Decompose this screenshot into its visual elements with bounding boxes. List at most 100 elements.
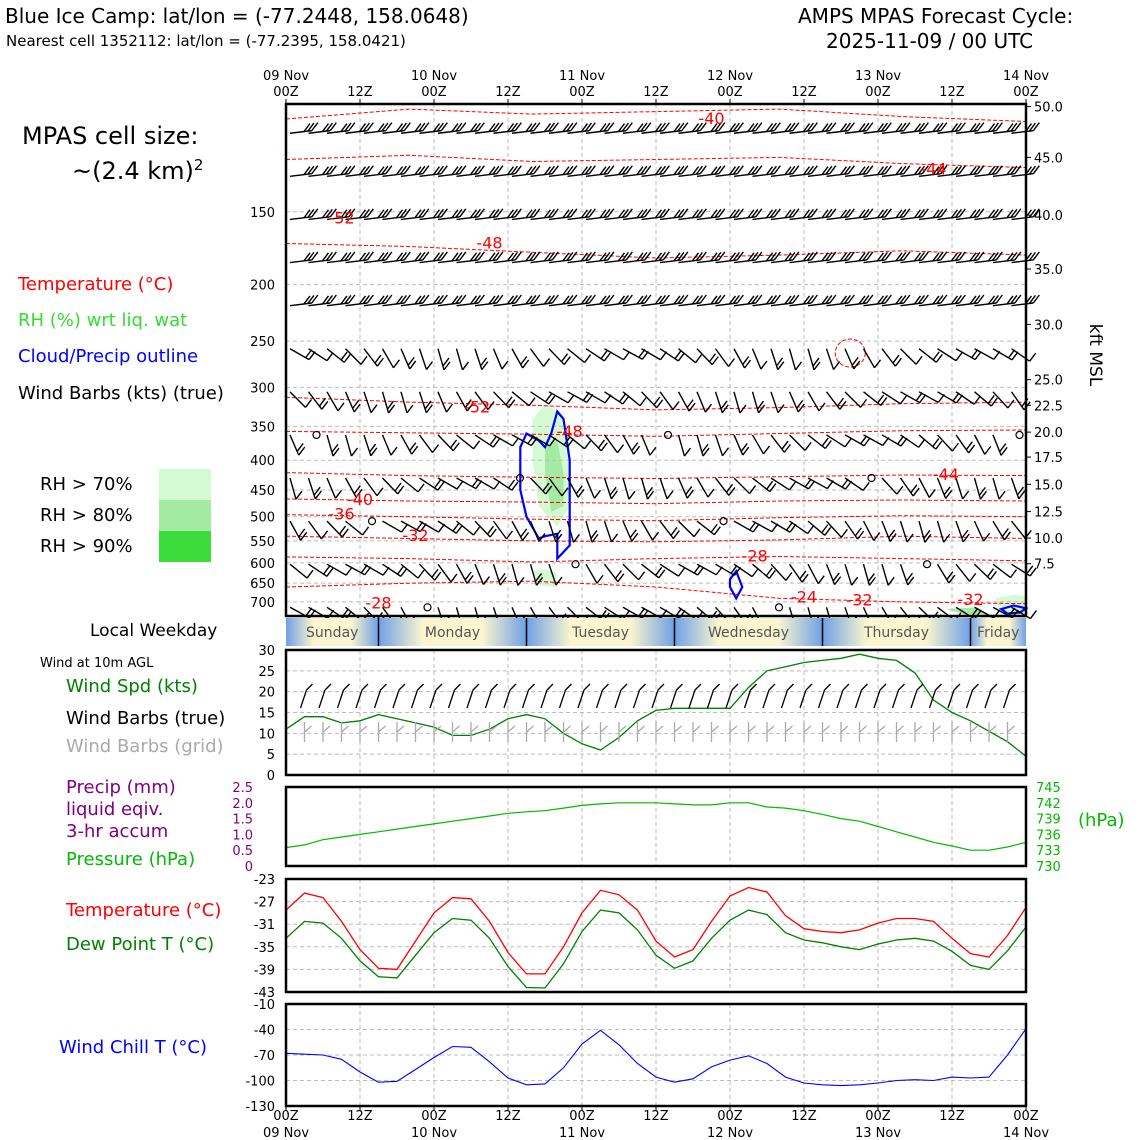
wind-barb-flag <box>455 165 463 175</box>
wind-barb-flag <box>987 123 996 132</box>
weekday-label: Friday <box>977 625 1019 641</box>
wind-barb-flag <box>714 122 722 132</box>
wind-barb-flag <box>636 123 644 132</box>
wind-barb-flag <box>548 395 556 405</box>
date-label-top: 13 Nov <box>855 69 901 84</box>
wind-barb-flag <box>506 295 515 305</box>
calm-wind-marker <box>663 430 673 440</box>
wind-barb-flag <box>868 576 876 586</box>
wind-barb-flag <box>710 252 718 262</box>
wind-barb-flag <box>313 486 321 496</box>
wind-barb <box>603 563 619 583</box>
wind-barb-flag <box>440 294 448 304</box>
wind-barb <box>400 391 408 414</box>
height-axis-label: kft MSL <box>1085 324 1105 387</box>
wind-barb-flag <box>834 576 842 586</box>
wind-barb <box>881 348 896 367</box>
wind-barb-flag <box>489 436 497 446</box>
wind-barb <box>992 520 1005 541</box>
wind-barb-flag <box>732 165 740 175</box>
pressure-tick-label: 200 <box>250 279 275 294</box>
wind-barb-flag <box>617 123 626 132</box>
wind-barb-flag <box>649 446 657 456</box>
surface-barb-true-flag <box>657 683 665 691</box>
surface-barb-grid-flag <box>674 725 682 733</box>
wind-barb-flag <box>461 361 470 371</box>
wind-barb-flag <box>710 295 718 305</box>
wind-barb <box>826 434 846 448</box>
wind-barb-flag <box>915 355 923 365</box>
surface-barb-grid-flag <box>304 725 312 733</box>
surface-barb-true-flag <box>435 683 443 691</box>
wind-barb-flag <box>385 208 393 218</box>
weekday-band <box>286 618 379 646</box>
wind-barb <box>529 348 545 367</box>
wind-barb-flag <box>653 396 661 406</box>
wind-barb-flag <box>662 294 670 304</box>
wind-barb-flag <box>381 295 389 304</box>
wind-barb <box>918 520 926 543</box>
wind-barb-flag <box>695 208 703 218</box>
wind-barb-flag <box>895 166 903 176</box>
wind-barb-flag <box>329 251 337 261</box>
wind-barb-flag <box>677 567 686 577</box>
wind-barb-flag <box>973 395 981 405</box>
wind-barb <box>807 477 828 490</box>
wind-barb-flag <box>658 165 666 175</box>
wind-barb-flag <box>584 208 592 218</box>
wind-barb-flag <box>769 483 777 493</box>
surface-barb-grid-flag <box>581 725 590 733</box>
wind-barb <box>677 391 690 412</box>
wind-barb-flag <box>747 252 755 262</box>
rh-swatch-0 <box>159 469 211 500</box>
wind-barb-flag <box>414 252 422 262</box>
wind-barb-flag <box>334 489 343 499</box>
wind-barb-flag <box>580 123 589 132</box>
wind-barb-flag <box>326 567 334 577</box>
weekday-label: Sunday <box>306 625 358 641</box>
wind-barb-flag <box>325 251 333 261</box>
wind-barb <box>696 391 707 413</box>
surface-barb-true-flag <box>602 683 609 691</box>
wind-barb-flag <box>451 209 459 219</box>
wind-barb-flag <box>547 208 555 218</box>
wind-barb-flag <box>821 166 829 176</box>
wind-barb-flag <box>973 122 981 132</box>
cloud-outline <box>519 409 571 562</box>
wind-barb-flag <box>788 165 796 175</box>
wind-barb-flag <box>340 209 348 219</box>
wind-barb <box>455 348 464 371</box>
wind-barb-flag <box>640 208 648 218</box>
wind-barb-flag <box>449 439 458 449</box>
wind-barb-flag <box>940 251 948 261</box>
wind-barb-flag <box>477 122 485 132</box>
wind-barb-flag <box>858 166 866 176</box>
surface-barb-true-flag <box>694 683 702 691</box>
wind-barb-flag <box>451 166 459 176</box>
wind-barb <box>844 563 853 586</box>
cell-size-exponent: 2 <box>193 156 204 174</box>
wind-barb-flag <box>464 571 472 581</box>
wind-barb-flag <box>840 528 848 538</box>
wind-barb-flag <box>714 165 722 175</box>
wind-barb <box>326 520 343 538</box>
temperature-contour-label: -28 <box>365 593 391 612</box>
wind-barb-flag <box>567 394 575 404</box>
surface-barb-grid-flag <box>859 725 867 733</box>
wind-barb-flag <box>436 122 444 132</box>
wind-barb-flag <box>821 252 829 262</box>
wind-barb-flag <box>395 123 404 132</box>
wind-barb-flag <box>1006 252 1014 262</box>
wind-barb-flag <box>747 295 755 305</box>
wind-barb-flag <box>473 122 481 132</box>
wind-barb-flag <box>954 208 962 218</box>
wind-barb-flag <box>529 251 537 261</box>
wind-barb-flag <box>777 404 785 414</box>
cell-size-value: ~(2.4 km)2 <box>72 156 204 185</box>
wind-barb-flag <box>321 166 330 176</box>
date-label-bottom: 09 Nov <box>263 1126 309 1140</box>
surface-barb-grid-flag <box>322 725 331 733</box>
y-tick-label: -130 <box>245 1100 275 1115</box>
wind-barb-flag <box>776 357 784 367</box>
wind-barb-flag <box>971 349 979 359</box>
